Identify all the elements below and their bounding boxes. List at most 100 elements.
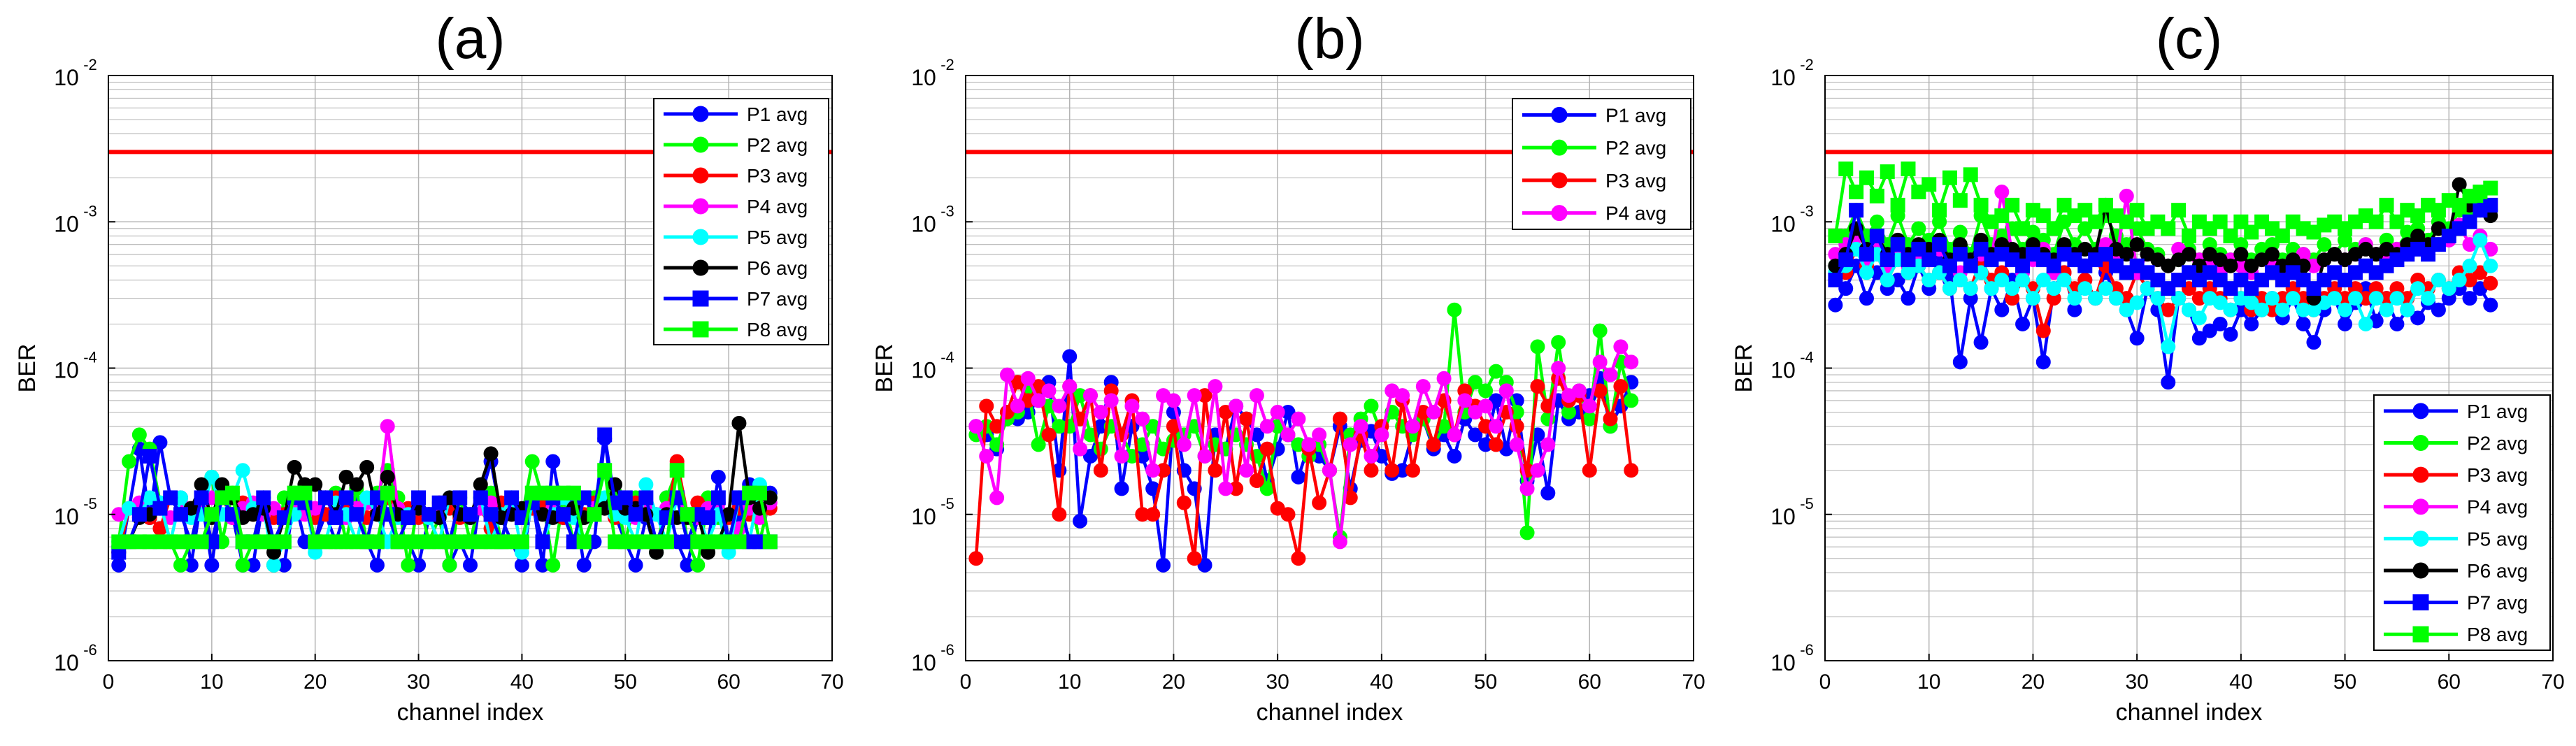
data-point [1849, 185, 1864, 200]
data-point [2035, 273, 2051, 288]
data-point [2088, 291, 2103, 306]
data-point [1603, 367, 1618, 382]
data-point [1384, 463, 1400, 478]
legend-label: P7 avg [2467, 592, 2528, 614]
data-point [752, 485, 767, 501]
data-point [369, 534, 385, 550]
data-point [1509, 437, 1524, 452]
data-point [1249, 473, 1264, 489]
legend-label: P4 avg [1605, 203, 1666, 224]
data-point [1498, 383, 1514, 399]
data-point [1859, 247, 1874, 262]
series-p8-avg [1828, 162, 2498, 244]
legend-label: P4 avg [747, 196, 808, 217]
data-point [524, 454, 540, 469]
data-point [1447, 302, 1462, 317]
data-point [1942, 258, 1957, 273]
y-tick-base: 10 [911, 358, 936, 383]
data-point [1301, 437, 1317, 452]
data-point [2317, 237, 2332, 252]
legend-swatch-marker [692, 167, 709, 184]
data-point [1859, 291, 1874, 306]
data-point [1208, 379, 1223, 394]
data-point [1551, 335, 1566, 350]
data-point [2285, 291, 2300, 306]
data-point [142, 448, 157, 464]
legend: P1 avg P2 avg P3 avg P4 avg P5 avg P6 avg P7 a… [2373, 394, 2551, 651]
data-point [1932, 237, 1947, 252]
data-point [2191, 310, 2207, 326]
data-point [1942, 170, 1957, 185]
legend-swatch-marker [1551, 172, 1568, 189]
data-point [1041, 383, 1057, 399]
data-point [2368, 214, 2384, 229]
data-point [2296, 317, 2311, 332]
data-point [1353, 419, 1368, 434]
data-point [2161, 302, 2176, 317]
data-point [1145, 507, 1161, 522]
data-point [1187, 388, 1202, 403]
x-tick-label: 10 [1058, 670, 1081, 694]
data-point [2212, 317, 2228, 332]
data-point [2421, 291, 2436, 306]
data-point [1197, 557, 1212, 573]
data-point [1176, 495, 1192, 510]
legend-label: P3 avg [2467, 464, 2528, 486]
data-point [1952, 273, 1968, 288]
data-point [690, 557, 706, 573]
data-point [2129, 331, 2145, 346]
data-point [2129, 237, 2145, 252]
series-line [1834, 238, 2492, 349]
data-point [194, 534, 209, 550]
data-point [297, 485, 313, 501]
data-point [2223, 258, 2238, 273]
data-point [2483, 197, 2498, 213]
panel-b: 0 10 20 30 40 50 60 7010-610-510-410-310-2chann… [871, 7, 1705, 726]
y-tick-base: 10 [1770, 65, 1796, 90]
data-point [1901, 291, 1916, 306]
data-point [194, 490, 209, 505]
data-point [2212, 214, 2228, 229]
data-point [1901, 162, 1916, 177]
legend-box [1512, 98, 1691, 230]
data-point [2182, 247, 2196, 262]
data-point [1859, 265, 1874, 280]
data-point [2129, 203, 2145, 218]
data-point [2182, 229, 2196, 244]
data-point [576, 534, 592, 550]
legend-entry: P2 avg [664, 134, 808, 156]
x-axis-label: channel index [397, 699, 544, 726]
legend-entry: P8 avg [2384, 624, 2528, 645]
data-point [2077, 281, 2093, 296]
series-line [974, 345, 1633, 544]
legend-entry: P4 avg [664, 196, 808, 217]
data-point [1530, 339, 1545, 354]
legend-label: P4 avg [2467, 496, 2528, 518]
data-point [256, 490, 271, 505]
data-point [556, 507, 571, 522]
data-point [349, 507, 364, 522]
data-point [1890, 197, 1905, 213]
y-tick-base: 10 [54, 211, 79, 236]
data-point [1963, 281, 1978, 296]
data-point [2275, 229, 2290, 244]
data-point [1994, 302, 2010, 317]
data-point [2046, 281, 2061, 296]
data-point [380, 419, 395, 434]
data-point [2161, 339, 2176, 354]
data-point [1880, 252, 1895, 268]
x-tick-label: 30 [407, 670, 430, 694]
y-tick-exponent: -5 [83, 495, 97, 512]
data-point [2462, 291, 2477, 306]
x-tick-label: 70 [1682, 670, 1705, 694]
y-tick-base: 10 [54, 504, 79, 529]
data-point [587, 507, 602, 522]
data-point [2223, 327, 2238, 342]
legend-entry: P3 avg [664, 165, 808, 187]
data-point [628, 507, 643, 522]
data-point [2264, 247, 2280, 262]
data-point [1405, 463, 1420, 478]
x-tick-label: 40 [510, 670, 534, 694]
data-point [669, 463, 685, 478]
data-point [266, 557, 282, 573]
